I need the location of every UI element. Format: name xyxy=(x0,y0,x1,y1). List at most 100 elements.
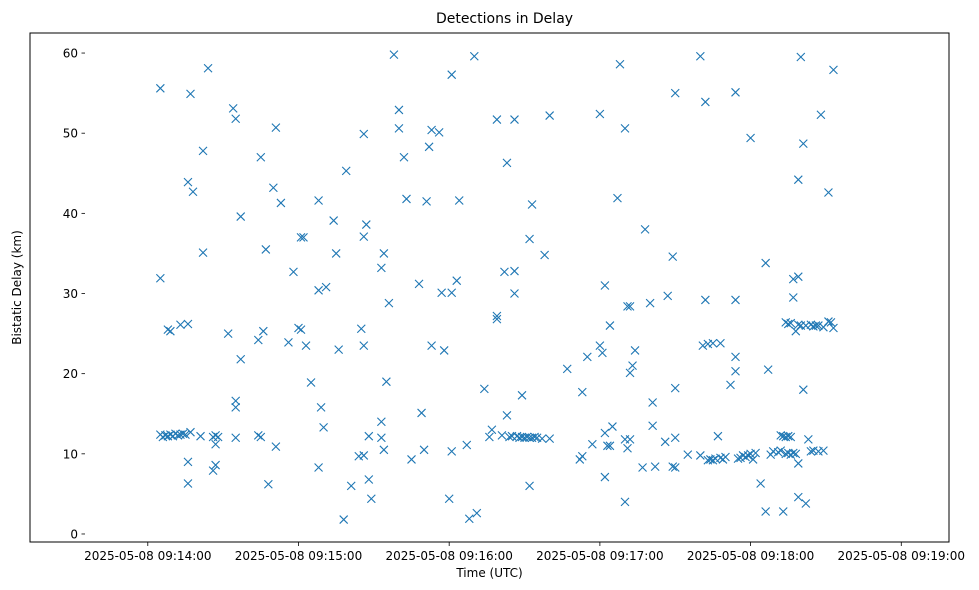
data-point-marker xyxy=(648,398,658,407)
data-point-marker xyxy=(708,455,718,465)
data-point-marker xyxy=(540,250,550,260)
data-point-marker xyxy=(751,448,760,458)
data-point-marker xyxy=(376,263,386,273)
data-point-marker xyxy=(469,51,479,61)
data-point-marker xyxy=(829,65,838,75)
data-point-marker xyxy=(527,200,537,209)
data-point-marker xyxy=(331,249,341,258)
data-point-marker xyxy=(394,123,404,133)
data-point-marker xyxy=(359,451,369,460)
data-point-marker xyxy=(562,364,572,374)
data-point-marker xyxy=(510,266,519,276)
data-point-marker xyxy=(176,320,185,330)
data-point-marker xyxy=(638,463,647,472)
data-point-marker xyxy=(668,252,678,262)
data-point-marker xyxy=(545,111,555,120)
data-point-marker xyxy=(814,321,823,330)
data-point-marker xyxy=(301,341,311,351)
data-point-marker xyxy=(600,472,610,482)
x-axis-ticks: 2025-05-08 09:14:00 2025-05-08 09:15:00 20… xyxy=(84,542,965,563)
data-point-marker xyxy=(600,281,610,290)
data-point-marker xyxy=(422,196,431,206)
x-tick-label: 2025-05-08 09:18:00 xyxy=(687,549,814,563)
data-point-marker xyxy=(695,51,705,61)
data-point-marker xyxy=(670,463,680,472)
data-point-marker xyxy=(359,341,369,351)
data-point-marker xyxy=(648,421,658,431)
data-point-marker xyxy=(731,366,740,376)
x-tick-label: 2025-05-08 09:14:00 xyxy=(84,549,211,563)
data-point-marker xyxy=(731,295,740,305)
data-point-marker xyxy=(268,183,278,193)
data-point-marker xyxy=(824,317,833,326)
data-point-marker xyxy=(683,450,693,460)
data-point-marker xyxy=(447,288,457,298)
y-tick-label: 60 xyxy=(63,47,78,61)
data-point-marker xyxy=(613,193,622,203)
data-point-marker xyxy=(163,325,173,334)
data-point-marker xyxy=(816,110,826,120)
data-point-marker xyxy=(183,479,193,488)
data-point-marker xyxy=(605,321,615,330)
x-axis-label: Time (UTC) xyxy=(455,566,522,580)
data-point-marker xyxy=(497,431,507,440)
x-tick-label: 2025-05-08 09:19:00 xyxy=(838,549,965,563)
data-point-marker xyxy=(296,325,306,334)
data-point-marker xyxy=(364,431,374,441)
data-point-marker xyxy=(314,463,323,472)
data-point-marker xyxy=(379,445,389,455)
data-point-marker xyxy=(670,88,680,98)
data-point-marker xyxy=(341,166,351,176)
chart-title: Detections in Delay xyxy=(436,11,573,27)
data-point-marker xyxy=(793,272,803,282)
data-point-marker xyxy=(796,52,806,62)
data-point-marker xyxy=(826,317,836,327)
data-point-marker xyxy=(502,158,512,168)
data-point-marker xyxy=(625,435,635,444)
data-point-marker xyxy=(452,276,462,286)
data-point-marker xyxy=(208,466,218,476)
data-point-marker xyxy=(306,378,316,387)
x-tick-label: 2025-05-08 09:17:00 xyxy=(536,549,663,563)
data-point-marker xyxy=(447,70,457,80)
data-point-marker xyxy=(316,402,326,412)
data-point-marker xyxy=(236,354,246,364)
data-point-marker xyxy=(361,220,371,229)
data-point-marker xyxy=(525,481,534,491)
data-point-marker xyxy=(778,507,788,516)
data-point-marker xyxy=(253,335,263,345)
data-point-marker xyxy=(414,279,424,289)
data-point-marker xyxy=(256,432,266,442)
data-point-marker xyxy=(783,319,793,329)
plot-frame xyxy=(29,32,950,543)
data-point-marker xyxy=(211,460,220,470)
data-point-marker xyxy=(289,267,298,277)
data-point-marker xyxy=(427,341,436,351)
data-point-marker xyxy=(464,514,474,524)
data-point-marker xyxy=(173,431,183,440)
data-point-marker xyxy=(384,298,394,308)
data-point-marker xyxy=(382,377,391,387)
data-point-marker xyxy=(356,324,366,334)
data-point-marker xyxy=(188,187,198,197)
data-point-marker xyxy=(743,451,753,460)
data-point-marker xyxy=(628,361,637,371)
data-point-marker xyxy=(186,89,195,99)
data-point-marker xyxy=(294,323,303,333)
data-point-marker xyxy=(419,445,429,455)
data-point-marker xyxy=(447,447,457,456)
data-point-marker xyxy=(253,431,263,440)
data-point-marker xyxy=(359,129,369,139)
data-point-marker xyxy=(211,439,220,449)
data-point-marker xyxy=(726,380,735,390)
data-point-marker xyxy=(196,431,205,441)
data-point-marker xyxy=(407,455,416,464)
data-point-marker xyxy=(525,234,534,244)
data-point-marker xyxy=(783,431,793,441)
data-point-marker xyxy=(798,139,808,149)
data-point-marker xyxy=(394,105,404,115)
data-point-marker xyxy=(155,83,165,93)
data-point-marker xyxy=(670,383,680,393)
